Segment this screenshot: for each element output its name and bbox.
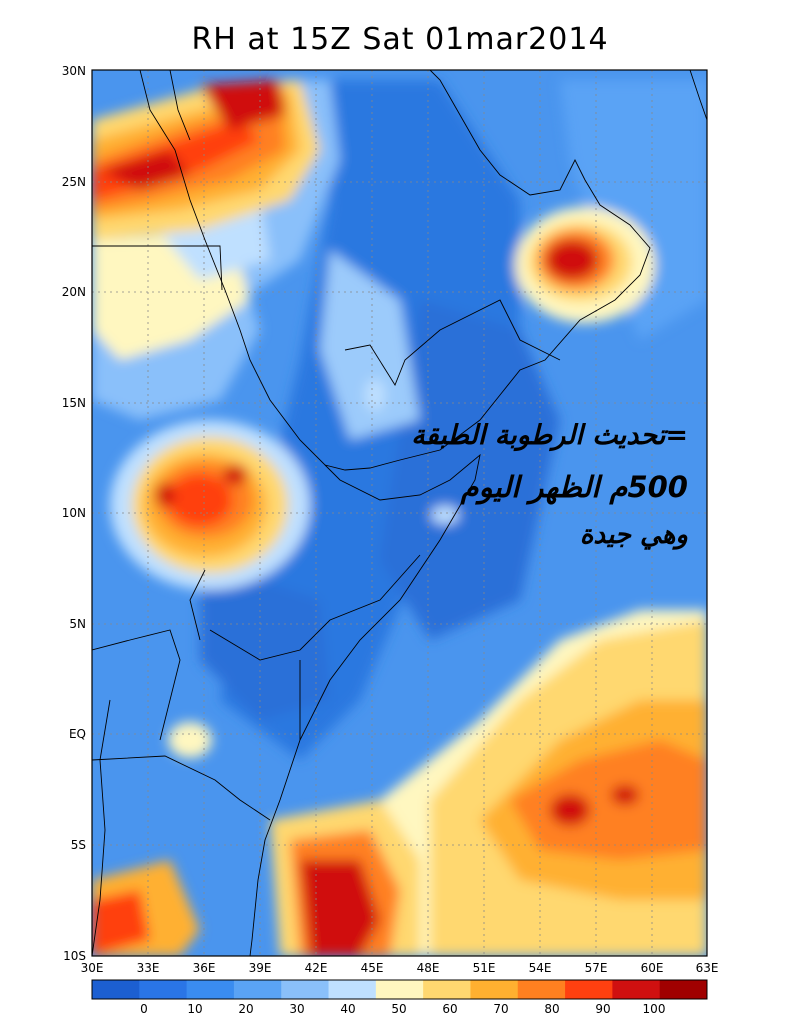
lon-label: 48E: [417, 961, 440, 975]
colorbar-label: 80: [544, 1002, 559, 1016]
plot-frame: [91, 69, 708, 957]
lon-label: 57E: [585, 961, 608, 975]
longitude-labels: 30E 33E 36E 39E 42E 45E 48E 51E 54E 57E …: [81, 961, 719, 975]
latitude-labels: 30N 25N 20N 15N 10N 5N EQ 5S 10S: [62, 64, 86, 963]
lon-label: 33E: [137, 961, 160, 975]
lat-label: 5N: [69, 617, 86, 631]
lat-label: EQ: [69, 727, 86, 741]
colorbar-swatch: [139, 980, 188, 999]
colorbar-swatch: [659, 980, 708, 999]
grid-lines: [92, 70, 707, 956]
colorbar-label: 10: [187, 1002, 202, 1016]
lat-label: 5S: [71, 838, 86, 852]
colorbar-swatch: [233, 980, 282, 999]
colorbar-swatch: [92, 980, 140, 999]
colorbar-swatch: [470, 980, 519, 999]
colorbar-label: 100: [643, 1002, 666, 1016]
lon-label: 30E: [81, 961, 104, 975]
colorbar-label: 50: [391, 1002, 406, 1016]
colorbar-label: 0: [140, 1002, 148, 1016]
overlay-line-3: وهي جيدة: [579, 520, 688, 550]
colorbar-swatch: [423, 980, 471, 999]
lat-label: 10S: [63, 949, 86, 963]
colorbar-label: 70: [493, 1002, 508, 1016]
colorbar-swatch: [565, 980, 613, 999]
overlay-line-1: =تحديث الرطوبة الطبقة: [411, 420, 688, 451]
lon-label: 63E: [696, 961, 719, 975]
colorbar-swatch: [612, 980, 661, 999]
lat-label: 25N: [62, 175, 86, 189]
colorbar-swatch: [328, 980, 377, 999]
lon-label: 45E: [361, 961, 384, 975]
colorbar-swatch: [281, 980, 330, 999]
coastlines: [92, 70, 707, 956]
colorbar-frame: [91, 979, 708, 1000]
overlay-line-2: 500م الظهر اليوم: [460, 470, 688, 504]
colorbar-swatch: [186, 980, 235, 999]
colorbar-swatch: [517, 980, 566, 999]
colorbar-swatch: [375, 980, 424, 999]
lon-label: 39E: [249, 961, 272, 975]
map-title: RH at 15Z Sat 01mar2014: [191, 22, 609, 57]
lat-label: 20N: [62, 285, 86, 299]
lat-label: 10N: [62, 506, 86, 520]
lon-label: 54E: [529, 961, 552, 975]
lon-label: 36E: [193, 961, 216, 975]
lon-label: 42E: [305, 961, 328, 975]
colorbar-label: 90: [595, 1002, 610, 1016]
lat-label: 30N: [62, 64, 86, 78]
colorbar-labels: 0 10 20 30 40 50 60 70 80 90 100: [140, 1002, 665, 1016]
lat-label: 15N: [62, 396, 86, 410]
lon-label: 51E: [473, 961, 496, 975]
colorbar: [91, 979, 708, 1000]
colorbar-label: 60: [442, 1002, 457, 1016]
colorbar-label: 20: [238, 1002, 253, 1016]
colorbar-label: 40: [340, 1002, 355, 1016]
colorbar-label: 30: [289, 1002, 304, 1016]
lon-label: 60E: [641, 961, 664, 975]
